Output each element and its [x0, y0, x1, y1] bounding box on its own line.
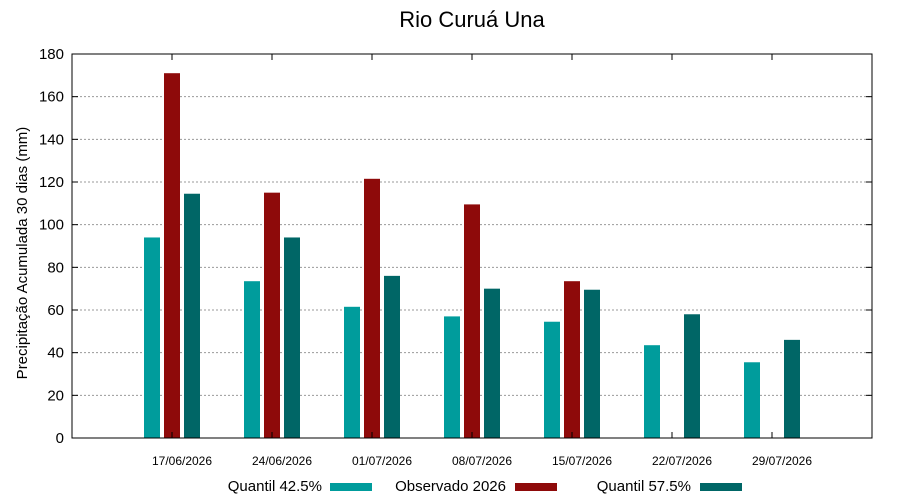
bar: [344, 306, 360, 438]
y-tick-label: 40: [47, 345, 64, 362]
bar: [644, 345, 660, 438]
x-tick-label: 17/06/2026: [152, 454, 212, 468]
bar: [284, 237, 300, 438]
bar: [484, 288, 500, 438]
y-axis-label: Precipitação Acumulada 30 dias (mm): [14, 127, 31, 380]
y-tick-label: 160: [39, 89, 64, 106]
x-tick-label: 22/07/2026: [652, 454, 712, 468]
legend-swatch: [330, 483, 372, 491]
bars: [144, 73, 800, 439]
x-tick-label: 01/07/2026: [352, 454, 412, 468]
x-tick-label: 08/07/2026: [452, 454, 512, 468]
y-tick-label: 140: [39, 131, 64, 148]
x-tick-label: 24/06/2026: [252, 454, 312, 468]
y-axis-ticks: 0 20 40 60 80 100 120 140 160 180: [39, 46, 872, 447]
y-tick-label: 120: [39, 174, 64, 191]
y-tick-label: 80: [47, 259, 64, 276]
bar: [464, 204, 480, 438]
bar: [444, 316, 460, 438]
legend-swatch: [515, 483, 557, 491]
bar: [544, 321, 560, 438]
bar: [264, 192, 280, 438]
bar: [744, 362, 760, 438]
bar: [784, 339, 800, 438]
y-tick-label: 60: [47, 302, 64, 319]
legend-label: Quantil 57.5%: [597, 478, 691, 495]
plot-frame: [71, 53, 873, 439]
legend: Quantil 42.5% Observado 2026 Quantil 57.5%: [228, 478, 742, 495]
bar: [244, 281, 260, 438]
y-tick-label: 0: [56, 430, 64, 447]
bar: [144, 237, 160, 438]
bar: [684, 314, 700, 438]
x-axis-ticks: 17/06/2026 24/06/2026 01/07/2026 08/07/2026…: [152, 54, 812, 468]
bar: [364, 178, 380, 439]
bar: [564, 281, 580, 438]
legend-swatch: [700, 483, 742, 491]
legend-label: Observado 2026: [395, 478, 506, 495]
x-tick-label: 29/07/2026: [752, 454, 812, 468]
y-tick-label: 20: [47, 387, 64, 404]
y-tick-label: 180: [39, 46, 64, 63]
x-tick-label: 15/07/2026: [552, 454, 612, 468]
bar: [384, 275, 400, 438]
chart-title: Rio Curuá Una: [399, 7, 545, 32]
bar: [164, 73, 180, 438]
bar: [584, 289, 600, 438]
y-tick-label: 100: [39, 217, 64, 234]
bar: [184, 193, 200, 438]
legend-label: Quantil 42.5%: [228, 478, 322, 495]
